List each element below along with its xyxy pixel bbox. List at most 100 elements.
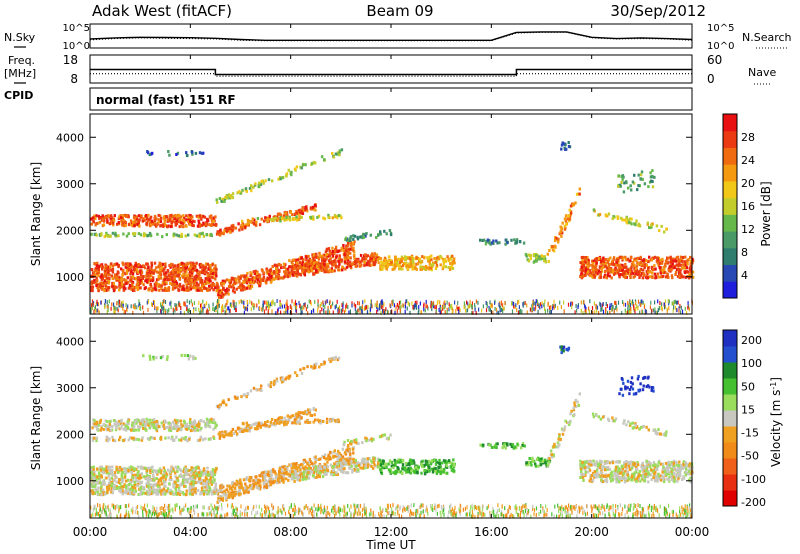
range-gate-cell	[227, 285, 231, 289]
range-gate-cell	[205, 477, 208, 481]
range-gate-cell	[124, 265, 127, 269]
range-gate-cell	[326, 262, 329, 266]
range-gate-cell	[147, 279, 150, 283]
range-gate-cell	[198, 232, 201, 236]
range-gate-cell	[92, 468, 95, 472]
range-gate-cell	[191, 425, 194, 429]
range-gate-cell	[464, 304, 466, 309]
range-gate-cell	[218, 300, 220, 305]
range-gate-cell	[267, 277, 270, 281]
range-gate-cell	[249, 274, 252, 278]
range-gate-cell	[548, 305, 551, 310]
range-gate-cell	[679, 255, 683, 259]
range-gate-cell	[158, 284, 161, 288]
freq-label-2: [MHz]	[4, 67, 36, 80]
range-gate-cell	[416, 256, 419, 260]
range-gate-cell	[544, 299, 546, 304]
range-gate-cell	[214, 264, 217, 268]
range-gate-cell	[156, 232, 159, 236]
range-gate-cell	[193, 280, 196, 284]
range-gate-cell	[642, 300, 644, 305]
range-gate-cell	[175, 216, 178, 220]
range-gate-cell	[198, 300, 200, 305]
range-gate-cell	[92, 302, 94, 307]
range-gate-cell	[208, 277, 211, 281]
range-gate-cell	[303, 305, 305, 310]
range-gate-cell	[160, 482, 164, 486]
range-gate-cell	[350, 266, 353, 270]
range-gate-cell	[287, 168, 290, 172]
range-gate-cell	[659, 301, 661, 305]
range-gate-cell	[214, 271, 218, 275]
range-gate-cell	[196, 465, 199, 469]
range-gate-cell	[220, 291, 224, 295]
range-gate-cell	[518, 310, 520, 314]
range-gate-cell	[203, 489, 206, 493]
range-gate-cell	[595, 261, 598, 265]
range-gate-cell	[349, 241, 352, 245]
range-gate-cell	[354, 306, 356, 311]
range-gate-cell	[241, 227, 244, 231]
range-gate-cell	[120, 478, 123, 482]
range-gate-cell	[668, 306, 670, 311]
range-gate-cell	[109, 234, 112, 238]
range-gate-cell	[259, 306, 261, 311]
range-gate-cell	[342, 248, 345, 252]
range-gate-cell	[110, 274, 114, 278]
range-gate-cell	[348, 237, 351, 241]
range-gate-cell	[233, 290, 236, 294]
range-gate-cell	[126, 489, 129, 493]
range-gate-cell	[679, 303, 681, 308]
range-gate-cell	[120, 216, 123, 220]
range-gate-cell	[428, 255, 432, 259]
range-gate-cell	[175, 214, 178, 218]
range-gate-cell	[347, 256, 350, 260]
range-gate-cell	[99, 281, 102, 285]
range-gate-cell	[529, 307, 531, 312]
range-gate-cell	[169, 422, 172, 426]
range-gate-cell	[241, 300, 243, 305]
range-gate-cell	[149, 471, 152, 475]
range-gate-cell	[369, 307, 371, 312]
range-gate-cell	[349, 238, 352, 242]
range-gate-cell	[415, 262, 418, 266]
range-gate-cell	[294, 258, 297, 262]
range-gate-cell	[396, 263, 399, 267]
range-gate-cell	[197, 480, 200, 484]
range-gate-cell	[182, 268, 185, 272]
range-gate-cell	[627, 303, 629, 308]
range-gate-cell	[246, 222, 250, 226]
range-gate-cell	[650, 300, 652, 305]
range-gate-cell	[352, 237, 355, 241]
range-gate-cell	[657, 299, 659, 304]
range-gate-cell	[582, 264, 585, 267]
range-gate-cell	[432, 263, 435, 267]
range-gate-cell	[653, 255, 657, 259]
range-gate-cell	[298, 257, 301, 261]
range-gate-cell	[279, 216, 282, 220]
range-gate-cell	[200, 479, 203, 483]
range-gate-cell	[301, 305, 303, 310]
range-gate-cell	[228, 306, 230, 311]
range-gate-cell	[446, 300, 448, 305]
range-gate-cell	[333, 248, 337, 252]
range-gate-cell	[346, 261, 349, 265]
range-gate-cell	[248, 187, 252, 190]
range-gate-cell	[347, 305, 349, 310]
range-gate-cell	[246, 300, 248, 305]
range-gate-cell	[196, 489, 200, 492]
range-gate-cell	[670, 260, 673, 264]
range-gate-cell	[341, 268, 344, 272]
range-gate-cell	[156, 484, 160, 488]
range-gate-cell	[172, 307, 174, 312]
range-gate-cell	[427, 259, 430, 263]
range-gate-cell	[285, 218, 288, 222]
range-gate-cell	[580, 265, 583, 269]
range-gate-cell	[370, 299, 372, 304]
range-gate-cell	[321, 264, 324, 268]
range-gate-cell	[435, 263, 439, 267]
range-gate-cell	[172, 482, 175, 486]
range-gate-cell	[94, 483, 97, 487]
range-gate-cell	[651, 222, 654, 226]
